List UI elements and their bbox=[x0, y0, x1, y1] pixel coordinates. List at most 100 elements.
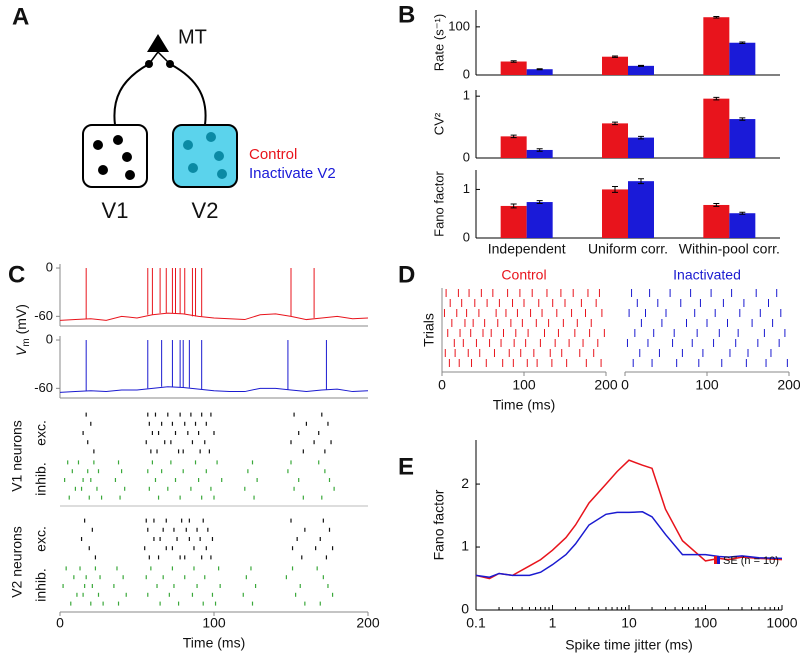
se-marker bbox=[714, 556, 717, 564]
x-tick-label: 1000 bbox=[766, 615, 797, 631]
error-bar bbox=[510, 203, 517, 209]
bar bbox=[526, 202, 553, 238]
x-tick-label: 0.1 bbox=[466, 615, 486, 631]
bar bbox=[729, 119, 756, 158]
bar bbox=[628, 65, 654, 75]
panel-title: Control bbox=[501, 267, 546, 283]
error-bar bbox=[739, 211, 746, 215]
error-bar bbox=[510, 60, 517, 63]
x-tick-label: 200 bbox=[594, 377, 618, 393]
v1-pool bbox=[82, 124, 148, 188]
neuron bbox=[217, 169, 227, 179]
y-tick-label: 0 bbox=[46, 331, 53, 346]
error-bar bbox=[536, 148, 543, 152]
x-tick-label: 10 bbox=[621, 615, 637, 631]
x-tick-label: Independent bbox=[488, 241, 566, 257]
line bbox=[475, 511, 783, 579]
y-tick-label: 1 bbox=[463, 88, 470, 103]
error-bar bbox=[536, 68, 543, 71]
x-tick-label: Uniform corr. bbox=[588, 241, 668, 257]
error-bar bbox=[612, 121, 618, 126]
x-tick-label: 100 bbox=[695, 377, 719, 393]
panel-label: C bbox=[8, 261, 25, 288]
bar bbox=[500, 205, 527, 238]
panel-label: D bbox=[398, 261, 415, 288]
panel-title: Inactivated bbox=[673, 267, 741, 283]
se-marker bbox=[717, 556, 720, 564]
legend-entry: Inactivate V2 bbox=[249, 165, 336, 182]
y-tick-label: 1 bbox=[463, 181, 470, 196]
neuron bbox=[122, 152, 132, 162]
diagram: MT V1 V2 Control Inactivate V2 bbox=[82, 26, 336, 223]
y-tick-label: -60 bbox=[34, 380, 53, 395]
mt-neuron bbox=[147, 34, 169, 52]
error-bar bbox=[638, 135, 644, 140]
group-label: V2 neurons bbox=[9, 526, 25, 598]
x-tick-label: 0 bbox=[438, 377, 446, 393]
legend-entry: Control bbox=[249, 146, 297, 163]
neuron bbox=[113, 135, 123, 145]
bar bbox=[729, 42, 756, 75]
y-tick-label: 0 bbox=[461, 601, 469, 617]
neuron bbox=[214, 151, 224, 161]
y-axis-label: CV² bbox=[431, 112, 446, 135]
bar bbox=[602, 56, 628, 75]
x-axis-label: Time (ms) bbox=[183, 635, 245, 651]
y-tick-label: 0 bbox=[46, 259, 53, 274]
voltage-trace bbox=[59, 386, 369, 393]
bar bbox=[729, 213, 756, 238]
bar bbox=[602, 123, 628, 158]
mt-label: MT bbox=[178, 26, 207, 48]
x-tick-label: Within-pool corr. bbox=[679, 241, 780, 257]
bar bbox=[500, 61, 527, 75]
panel-label: E bbox=[398, 453, 414, 480]
error-bar bbox=[536, 200, 543, 205]
error-bar bbox=[612, 55, 618, 58]
x-tick-label: 200 bbox=[777, 377, 800, 393]
group-label: V1 neurons bbox=[9, 420, 25, 492]
annotation: SE (n = 10) bbox=[723, 555, 779, 567]
axon bbox=[113, 63, 150, 126]
inh-label: inhib. bbox=[33, 568, 49, 601]
bar bbox=[703, 204, 730, 238]
y-tick-label: 2 bbox=[461, 475, 469, 491]
error-bar bbox=[510, 134, 517, 139]
x-tick-label: 0 bbox=[621, 377, 629, 393]
x-tick-label: 200 bbox=[356, 615, 380, 631]
bar bbox=[703, 17, 730, 75]
voltage-trace bbox=[59, 312, 369, 321]
neuron bbox=[183, 140, 193, 150]
y-axis-label: Rate (s⁻¹) bbox=[431, 14, 446, 71]
y-axis-label-part: V bbox=[13, 345, 29, 356]
error-bar bbox=[713, 203, 720, 207]
error-bar bbox=[713, 96, 720, 101]
y-axis-label: Fano factor bbox=[431, 489, 447, 560]
neuron bbox=[188, 163, 198, 173]
x-tick-label: 1 bbox=[549, 615, 557, 631]
axon bbox=[169, 63, 207, 126]
neuron bbox=[206, 132, 216, 142]
x-axis-label: Spike time jitter (ms) bbox=[565, 637, 693, 653]
panel-label: A bbox=[12, 3, 29, 30]
bar bbox=[526, 69, 553, 75]
error-bar bbox=[739, 41, 746, 44]
error-bar bbox=[739, 117, 746, 121]
error-bar bbox=[638, 178, 644, 185]
bar bbox=[500, 136, 527, 158]
bar bbox=[703, 98, 730, 158]
bar bbox=[628, 181, 654, 238]
x-tick-label: 100 bbox=[512, 377, 536, 393]
x-tick-label: 100 bbox=[694, 615, 718, 631]
error-bar bbox=[713, 16, 720, 19]
y-tick-label: 0 bbox=[463, 66, 470, 81]
y-axis-label: Fano factor bbox=[431, 170, 446, 236]
y-tick-label: 0 bbox=[463, 229, 470, 244]
bar bbox=[526, 149, 553, 158]
x-tick-label: 0 bbox=[56, 615, 64, 631]
y-axis-label: Trials bbox=[421, 313, 437, 347]
y-axis-label-part: (mV) bbox=[13, 304, 29, 338]
y-tick-label: 0 bbox=[463, 149, 470, 164]
y-tick-label: -60 bbox=[34, 308, 53, 323]
v2-label: V2 bbox=[192, 198, 219, 223]
x-tick-label: 100 bbox=[202, 615, 226, 631]
